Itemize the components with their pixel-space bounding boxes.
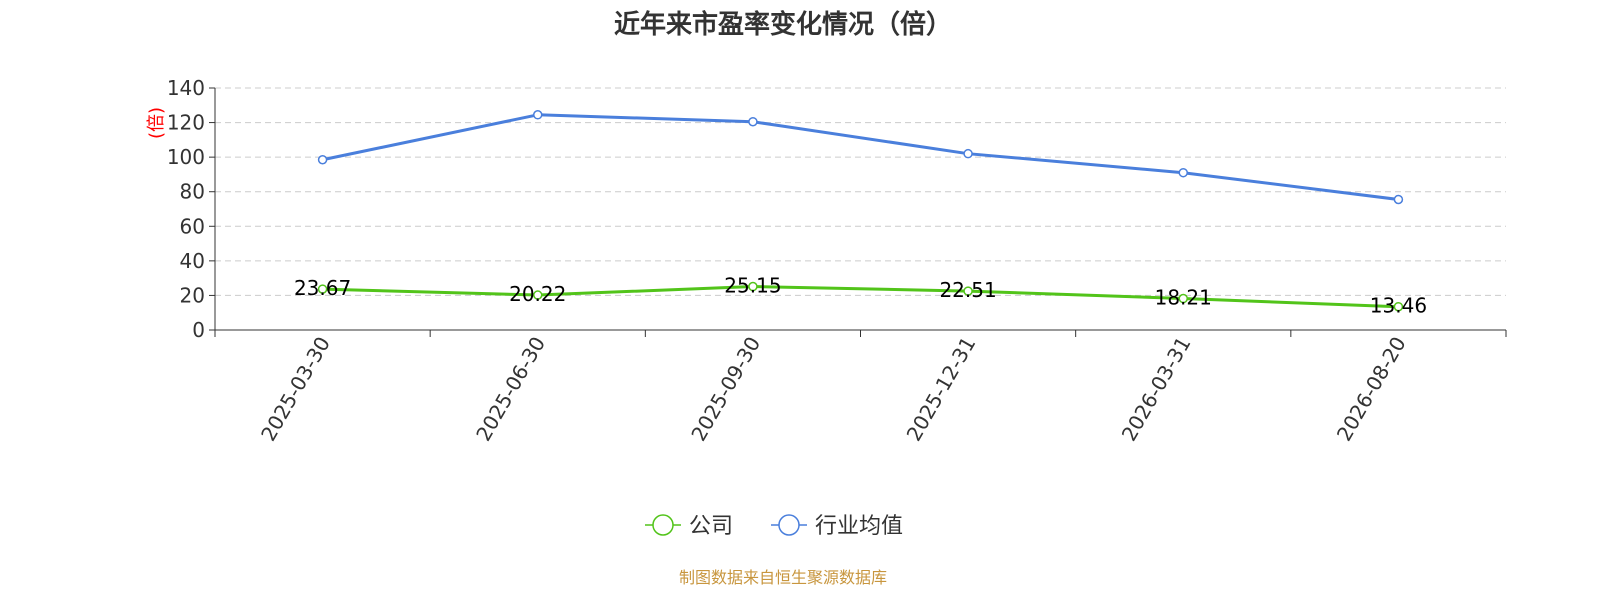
data-label: 23.67: [294, 276, 351, 300]
y-tick-label: 20: [180, 283, 205, 307]
series-layer: [317, 110, 1404, 312]
y-tick-label: 140: [167, 76, 205, 100]
data-point[interactable]: [963, 148, 973, 159]
x-tick-label: 2025-09-30: [686, 333, 765, 446]
data-point[interactable]: [1393, 194, 1404, 205]
y-tick-label: 80: [180, 180, 205, 204]
y-tick-label: 40: [180, 249, 205, 273]
legend-item[interactable]: 公司: [645, 514, 733, 539]
data-label: 20.22: [509, 282, 566, 306]
y-tick-label: 0: [192, 318, 205, 342]
x-tick-label: 2025-06-30: [471, 333, 550, 446]
data-labels: 23.67 20.22 25.15 22.51 18.21 13.46: [294, 274, 1427, 318]
data-point[interactable]: [317, 284, 328, 294]
legend-marker: [652, 514, 674, 536]
y-tick-label: 60: [180, 214, 205, 238]
y-tick-label: 120: [167, 111, 205, 135]
data-point[interactable]: [748, 116, 758, 127]
x-tick-label: 2026-03-31: [1117, 333, 1196, 446]
series-line: [322, 113, 1399, 201]
legend[interactable]: 公司 行业均值: [645, 514, 903, 539]
y-tick-label: 100: [167, 145, 205, 169]
legend-label: 行业均值: [815, 514, 903, 539]
data-label: 13.46: [1370, 294, 1427, 318]
legend-marker: [778, 514, 800, 536]
x-tick-label: 2025-03-30: [256, 333, 335, 446]
y-axis-label: (倍): [146, 107, 167, 139]
data-point[interactable]: [748, 281, 758, 292]
data-point[interactable]: [1393, 301, 1404, 312]
data-label: 25.15: [724, 274, 781, 298]
source-note: 制图数据来自恒生聚源数据库: [679, 568, 887, 587]
data-label: 18.21: [1155, 286, 1212, 310]
grid-lines: [215, 87, 1506, 296]
data-point[interactable]: [533, 110, 543, 120]
data-point[interactable]: [1178, 167, 1188, 178]
x-tick-label: 2025-12-31: [902, 332, 981, 445]
data-point[interactable]: [1178, 293, 1188, 304]
x-tick-label: 2026-08-20: [1332, 333, 1411, 446]
data-point[interactable]: [963, 286, 973, 296]
legend-label: 公司: [689, 514, 733, 539]
data-point[interactable]: [317, 154, 328, 165]
legend-item[interactable]: 行业均值: [771, 514, 903, 539]
data-point[interactable]: [533, 290, 543, 300]
data-label: 22.51: [939, 278, 996, 302]
series-line: [322, 285, 1399, 309]
chart-title: 近年来市盈率变化情况（倍）: [614, 9, 952, 40]
